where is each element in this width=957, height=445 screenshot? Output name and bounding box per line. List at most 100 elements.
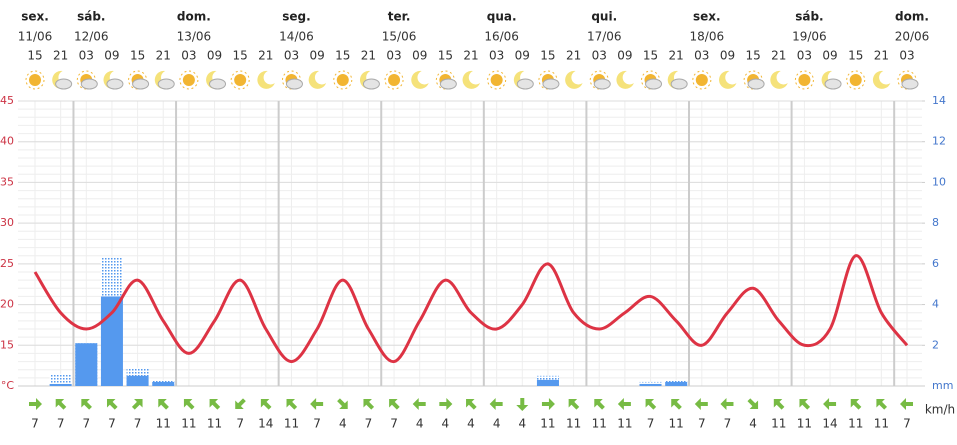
wind-speed: 7 <box>236 417 244 431</box>
sun-ray <box>230 70 250 90</box>
hour-label: 15 <box>233 49 248 63</box>
weather-icon <box>667 70 688 90</box>
wind-arrow <box>310 398 324 410</box>
cloud <box>55 78 73 90</box>
sun-ray <box>589 70 609 90</box>
y2-tick-label: 2 <box>932 338 939 351</box>
wind-arrow <box>466 399 477 410</box>
arrow-shape <box>29 398 42 410</box>
wind-speed: 11 <box>669 417 684 431</box>
arrow-shape <box>412 398 426 410</box>
wind-unit: km/h <box>925 403 955 417</box>
moon <box>565 70 583 89</box>
wind-speed: 11 <box>207 417 222 431</box>
wind-arrow <box>286 399 298 410</box>
wind-arrow <box>773 399 785 410</box>
y2-tick-label: 10 <box>932 175 946 188</box>
y-tick-label: °C <box>1 379 15 392</box>
wind-speed: 7 <box>134 417 142 431</box>
precip-bar <box>665 381 688 386</box>
moon <box>411 70 429 89</box>
hour-label: 15 <box>745 49 760 63</box>
weather-icon <box>872 70 891 89</box>
cloud <box>593 78 611 90</box>
cloud <box>824 78 842 90</box>
weather-icon <box>333 70 353 90</box>
arrow-shape <box>158 399 169 410</box>
precip-max-bar <box>49 373 72 386</box>
day-date: 17/06 <box>587 30 622 44</box>
hour-label: 15 <box>540 49 555 63</box>
hour-label: 03 <box>899 49 914 63</box>
day-name: sáb. <box>77 10 105 24</box>
arrow-shape <box>645 399 657 410</box>
wind-arrow <box>645 399 657 410</box>
wind-speed: 4 <box>493 417 501 431</box>
weather-icon <box>513 70 534 90</box>
wind-arrow <box>158 399 169 410</box>
wind-speed: 7 <box>82 417 90 431</box>
y-tick-label: 45 <box>0 94 14 107</box>
cloud <box>516 78 534 90</box>
sun-ray <box>384 70 404 90</box>
wind-arrow <box>516 398 529 411</box>
arrow-shape <box>568 399 580 410</box>
wind-speed: 11 <box>566 417 581 431</box>
sun <box>798 74 811 86</box>
hour-label: 09 <box>617 49 632 63</box>
sun-ray <box>641 70 661 90</box>
sun <box>388 74 401 86</box>
wind-speed: 11 <box>540 417 555 431</box>
sun <box>234 74 247 86</box>
wind-speed: 11 <box>874 417 889 431</box>
weather-icon <box>897 70 919 90</box>
hour-label: 09 <box>207 49 222 63</box>
hour-label: 03 <box>284 49 299 63</box>
weather-icon <box>281 70 303 90</box>
wind-speed: 7 <box>390 417 398 431</box>
precip-bar <box>126 375 149 386</box>
sun-ray <box>897 70 917 90</box>
precip-bar <box>100 296 123 386</box>
wind-arrow <box>183 399 195 410</box>
weather-icon <box>616 70 634 89</box>
cloud <box>670 78 688 90</box>
wind-arrow <box>900 398 913 410</box>
wind-arrow <box>55 399 67 410</box>
sun <box>182 74 195 86</box>
wind-arrow <box>412 398 426 410</box>
wind-speed: 4 <box>442 417 450 431</box>
arrow-shape <box>900 398 913 410</box>
arrow-shape <box>617 398 631 410</box>
moon <box>616 70 634 89</box>
weather-icon <box>230 70 250 90</box>
arrow-shape <box>310 398 324 410</box>
day-date: 11/06 <box>18 30 53 44</box>
cloud <box>362 78 380 90</box>
sun <box>695 74 708 86</box>
sun-ray <box>76 70 96 90</box>
wind-arrow <box>671 399 682 410</box>
wind-speed: 7 <box>698 417 706 431</box>
wind-speed: 7 <box>108 417 116 431</box>
day-date: 20/06 <box>895 30 930 44</box>
wind-arrow <box>617 398 631 410</box>
sun-ray <box>794 70 814 90</box>
arrow-shape <box>389 399 400 410</box>
precip-bar <box>152 381 175 386</box>
wind-speed: 11 <box>848 417 863 431</box>
y2-tick-label: 8 <box>932 216 939 229</box>
wind-arrow <box>594 399 605 410</box>
weather-icon <box>257 70 275 89</box>
weather-icon <box>384 70 404 90</box>
arrow-shape <box>55 399 67 410</box>
day-name: ter. <box>388 10 411 24</box>
y2-tick-label: mm <box>932 379 953 392</box>
sun <box>490 74 503 86</box>
wind-speed: 11 <box>617 417 632 431</box>
temperature-line <box>33 254 909 364</box>
precip-bar <box>49 383 72 386</box>
wind-arrow <box>209 399 221 410</box>
weather-icon <box>206 70 227 90</box>
hour-label: 15 <box>438 49 453 63</box>
